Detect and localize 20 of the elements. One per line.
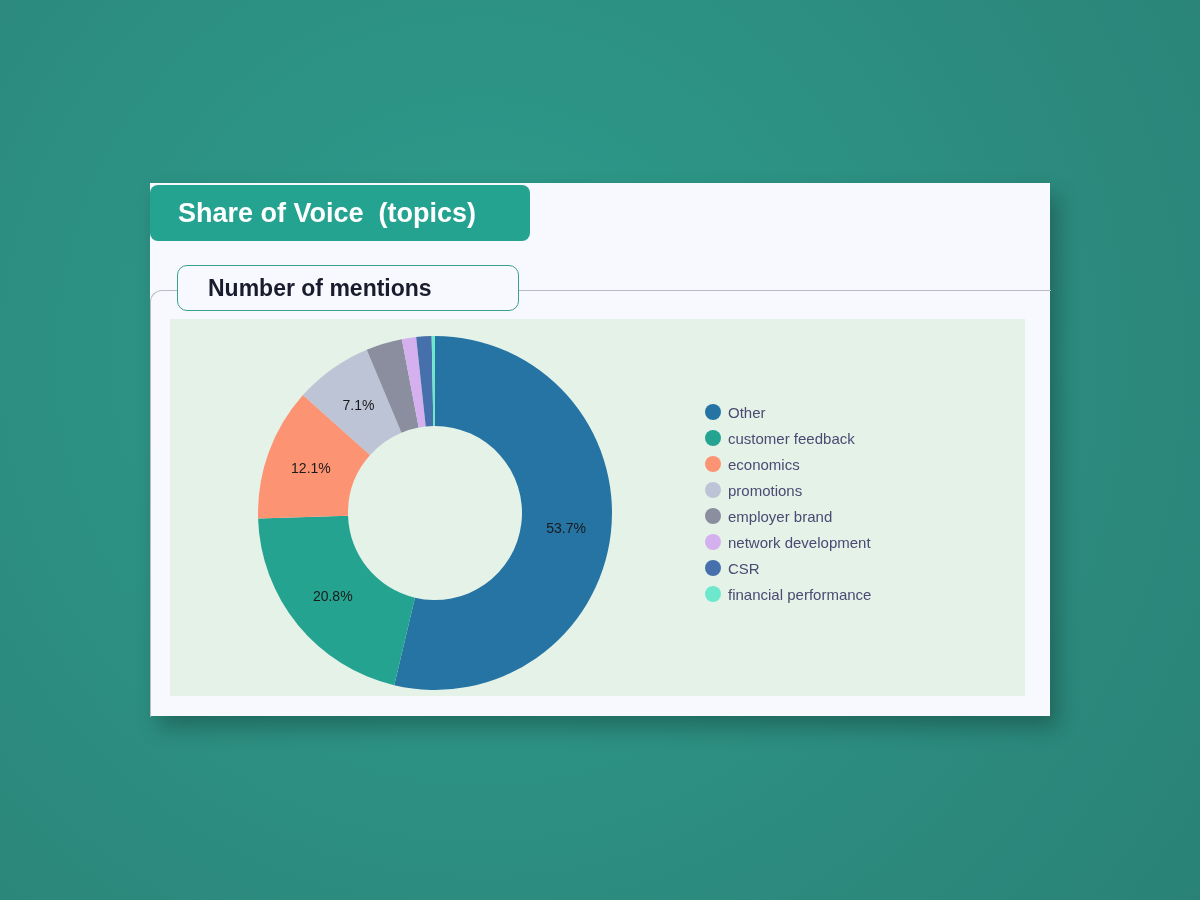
chart-subtitle: Number of mentions <box>177 265 519 311</box>
donut-slice <box>258 515 415 686</box>
data-label: 53.7% <box>546 520 586 537</box>
chart-title: Share of Voice (topics) <box>150 185 530 241</box>
data-label: 7.1% <box>342 397 375 414</box>
data-label: 12.1% <box>291 459 331 476</box>
legend-label: financial performance <box>728 585 872 603</box>
donut-slice <box>394 336 612 690</box>
legend-label: CSR <box>728 559 760 577</box>
legend-label: Other <box>728 403 766 421</box>
donut-slice <box>302 349 402 456</box>
data-label: 20.8% <box>312 588 353 605</box>
legend-label: economics <box>728 455 800 473</box>
legend-label: employer brand <box>728 507 833 525</box>
legend-label: network development <box>728 533 871 551</box>
donut-slice <box>401 337 426 428</box>
legend-label: promotions <box>728 481 803 499</box>
legend-label: customer feedback <box>728 429 855 447</box>
donut-slice <box>431 336 435 427</box>
donut-slice <box>416 336 434 427</box>
